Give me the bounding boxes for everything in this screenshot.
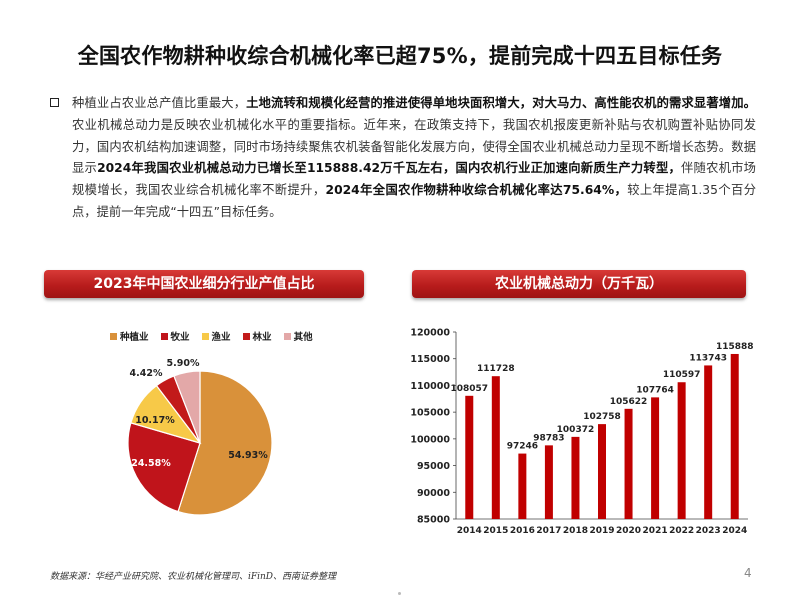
bar [544,445,553,519]
bar [518,453,527,519]
pie-data-label: 54.93% [228,450,268,461]
y-tick-label: 100000 [410,434,450,445]
legend-label: 其他 [293,332,313,343]
bar-chart: 85000 90000 95000 100000 105000 110000 115000 1… [410,328,753,537]
page-title: 全国农作物耕种收综合机械化率已超75%，提前完成十四五目标任务 [77,44,723,68]
paragraph-segment: 土地流转和规模化经营的推进使得单地块面积增大，对大马力、高性能农机的需求显著增加… [246,96,756,110]
x-tick-label: 2016 [510,526,535,536]
y-tick-label: 105000 [410,408,450,419]
legend-swatch [242,332,250,340]
bar-value-label: 102758 [583,412,621,422]
paragraph-segment: 较上年提高1.35个百分点，提前一年完成“十四五”目标任务。 [72,183,756,219]
bar-value-label: 110597 [663,370,701,380]
y-tick-label: 120000 [410,328,450,339]
x-tick-label: 2020 [616,526,641,536]
legend-item: 其他 [283,329,313,343]
bar-value-label: 111728 [477,364,515,374]
y-tick-label: 115000 [410,354,450,365]
summary-paragraph: 种植业占农业总产值比重最大，土地流转和规模化经营的推进使得单地块面积增大，对大马… [72,93,756,224]
y-tick-label: 95000 [417,461,450,472]
bar-value-label: 113743 [689,353,727,363]
paragraph-segment: 2024年我国农业机械总动力已增长至115888.42万千瓦左右，国内农机行业正… [97,161,682,176]
pie-data-label: 5.90% [167,358,200,369]
x-tick-label: 2022 [669,526,694,536]
x-tick-label: 2023 [696,526,721,536]
pie-chart: 54.93% 24.58% 10.17% 4.42% 5.90% [127,358,273,516]
paragraph-segment: 种植业占农业总产值比重最大， [72,96,247,110]
x-tick-label: 2017 [536,526,561,536]
bar [704,365,713,519]
x-tick-label: 2015 [483,526,508,536]
legend-label: 牧业 [170,332,190,343]
x-tick-label: 2024 [722,526,747,536]
bar [465,395,474,519]
pie-slice [127,422,201,513]
paragraph-segment: 农业机械总动力是反映农业机械化水平的重要指标。近年来，在政策支持下，我国农机报废… [72,117,756,176]
bar [677,382,686,519]
bar [571,436,580,519]
paragraph-segment: 2024年全国农作物耕种收综合机械化率达75.64%， [325,183,628,198]
legend-swatch [201,332,209,340]
bullet-marker [50,98,59,107]
page-number: 4 [744,566,752,580]
pie-slice [177,370,273,516]
data-source-note: 数据来源：华经产业研究院、农业机械化管理司、iFinD、西南证券整理 [50,572,337,582]
legend-item: 渔业 [201,329,231,343]
legend-item: 种植业 [110,329,149,343]
bar [651,397,660,519]
bar [491,376,500,519]
x-tick-label: 2021 [643,526,668,536]
bar-value-label: 105622 [610,397,648,407]
legend-swatch [160,332,168,340]
pie-data-label: 4.42% [130,368,163,379]
bar-value-label: 108057 [450,384,488,394]
y-tick-label: 110000 [410,381,450,392]
pie-legend: 种植业 牧业 渔业 林业 其他 [110,329,313,343]
x-tick-label: 2014 [457,526,482,536]
bar [624,408,633,519]
bar [730,353,739,519]
y-tick-label: 85000 [417,515,450,526]
pie-chart-banner: 2023年中国农业细分行业产值占比 [44,270,364,298]
decorative-dot [398,592,401,595]
bar-value-label: 107764 [636,385,674,395]
pie-data-label: 10.17% [135,415,175,426]
legend-label: 渔业 [211,332,231,343]
legend-item: 林业 [242,329,272,343]
legend-swatch [110,332,117,340]
pie-slice [173,370,201,444]
y-tick-label: 90000 [417,488,450,499]
bar-chart-banner: 农业机械总动力（万千瓦） [412,270,746,298]
paragraph-segment: 伴随农机市场规模增长，我国农业综合机械化率不断提升， [72,161,756,198]
bar-value-label: 97246 [507,442,538,452]
legend-item: 牧业 [160,329,190,343]
bar-value-label: 100372 [557,425,595,435]
x-tick-label: 2018 [563,526,588,536]
x-tick-label: 2019 [589,526,614,536]
bar-value-label: 115888 [716,342,754,352]
bar-value-label: 98783 [533,433,564,443]
bar [598,424,606,519]
legend-label: 林业 [252,332,272,343]
pie-data-label: 24.58% [131,458,171,469]
legend-swatch [283,332,291,340]
legend-label: 种植业 [120,332,149,343]
